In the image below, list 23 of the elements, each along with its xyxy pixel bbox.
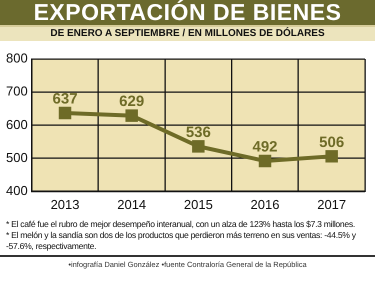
- x-tick-label: 2013: [50, 196, 80, 212]
- data-label: 506: [319, 134, 344, 151]
- text: * El melón y la sandía son dos de los productos que perdieron más terreno en sus ventas: -44.5% y -57.6%, respectivamente.: [6, 230, 357, 252]
- data-label: 492: [252, 138, 278, 156]
- x-tick-label: 2015: [184, 196, 213, 212]
- chart-subtitle: DE ENERO A SEPTIEMBRE / EN MILLONES DE DÓLARES: [0, 25, 375, 41]
- text: * El café fue el rubro de mejor desempeño interanual, con un alza de 123% hasta los $7.3 millones.: [6, 219, 356, 230]
- point: [125, 109, 138, 122]
- y-tick-label: 700: [6, 84, 28, 99]
- x-tick-label: 2017: [317, 196, 346, 212]
- y-tick-label: 400: [6, 182, 28, 198]
- data-label: 637: [52, 90, 78, 108]
- point: [192, 140, 205, 153]
- x-tick-label: 2016: [250, 196, 280, 212]
- data-label: 536: [186, 124, 211, 142]
- point: [325, 150, 338, 163]
- y-tick-label: 600: [6, 116, 28, 132]
- data-label: 629: [119, 93, 144, 110]
- point: [258, 154, 272, 168]
- y-tick-label: 800: [6, 50, 28, 66]
- y-tick-label: 500: [6, 150, 28, 165]
- x-tick-label: 2014: [117, 196, 146, 212]
- point: [58, 106, 72, 120]
